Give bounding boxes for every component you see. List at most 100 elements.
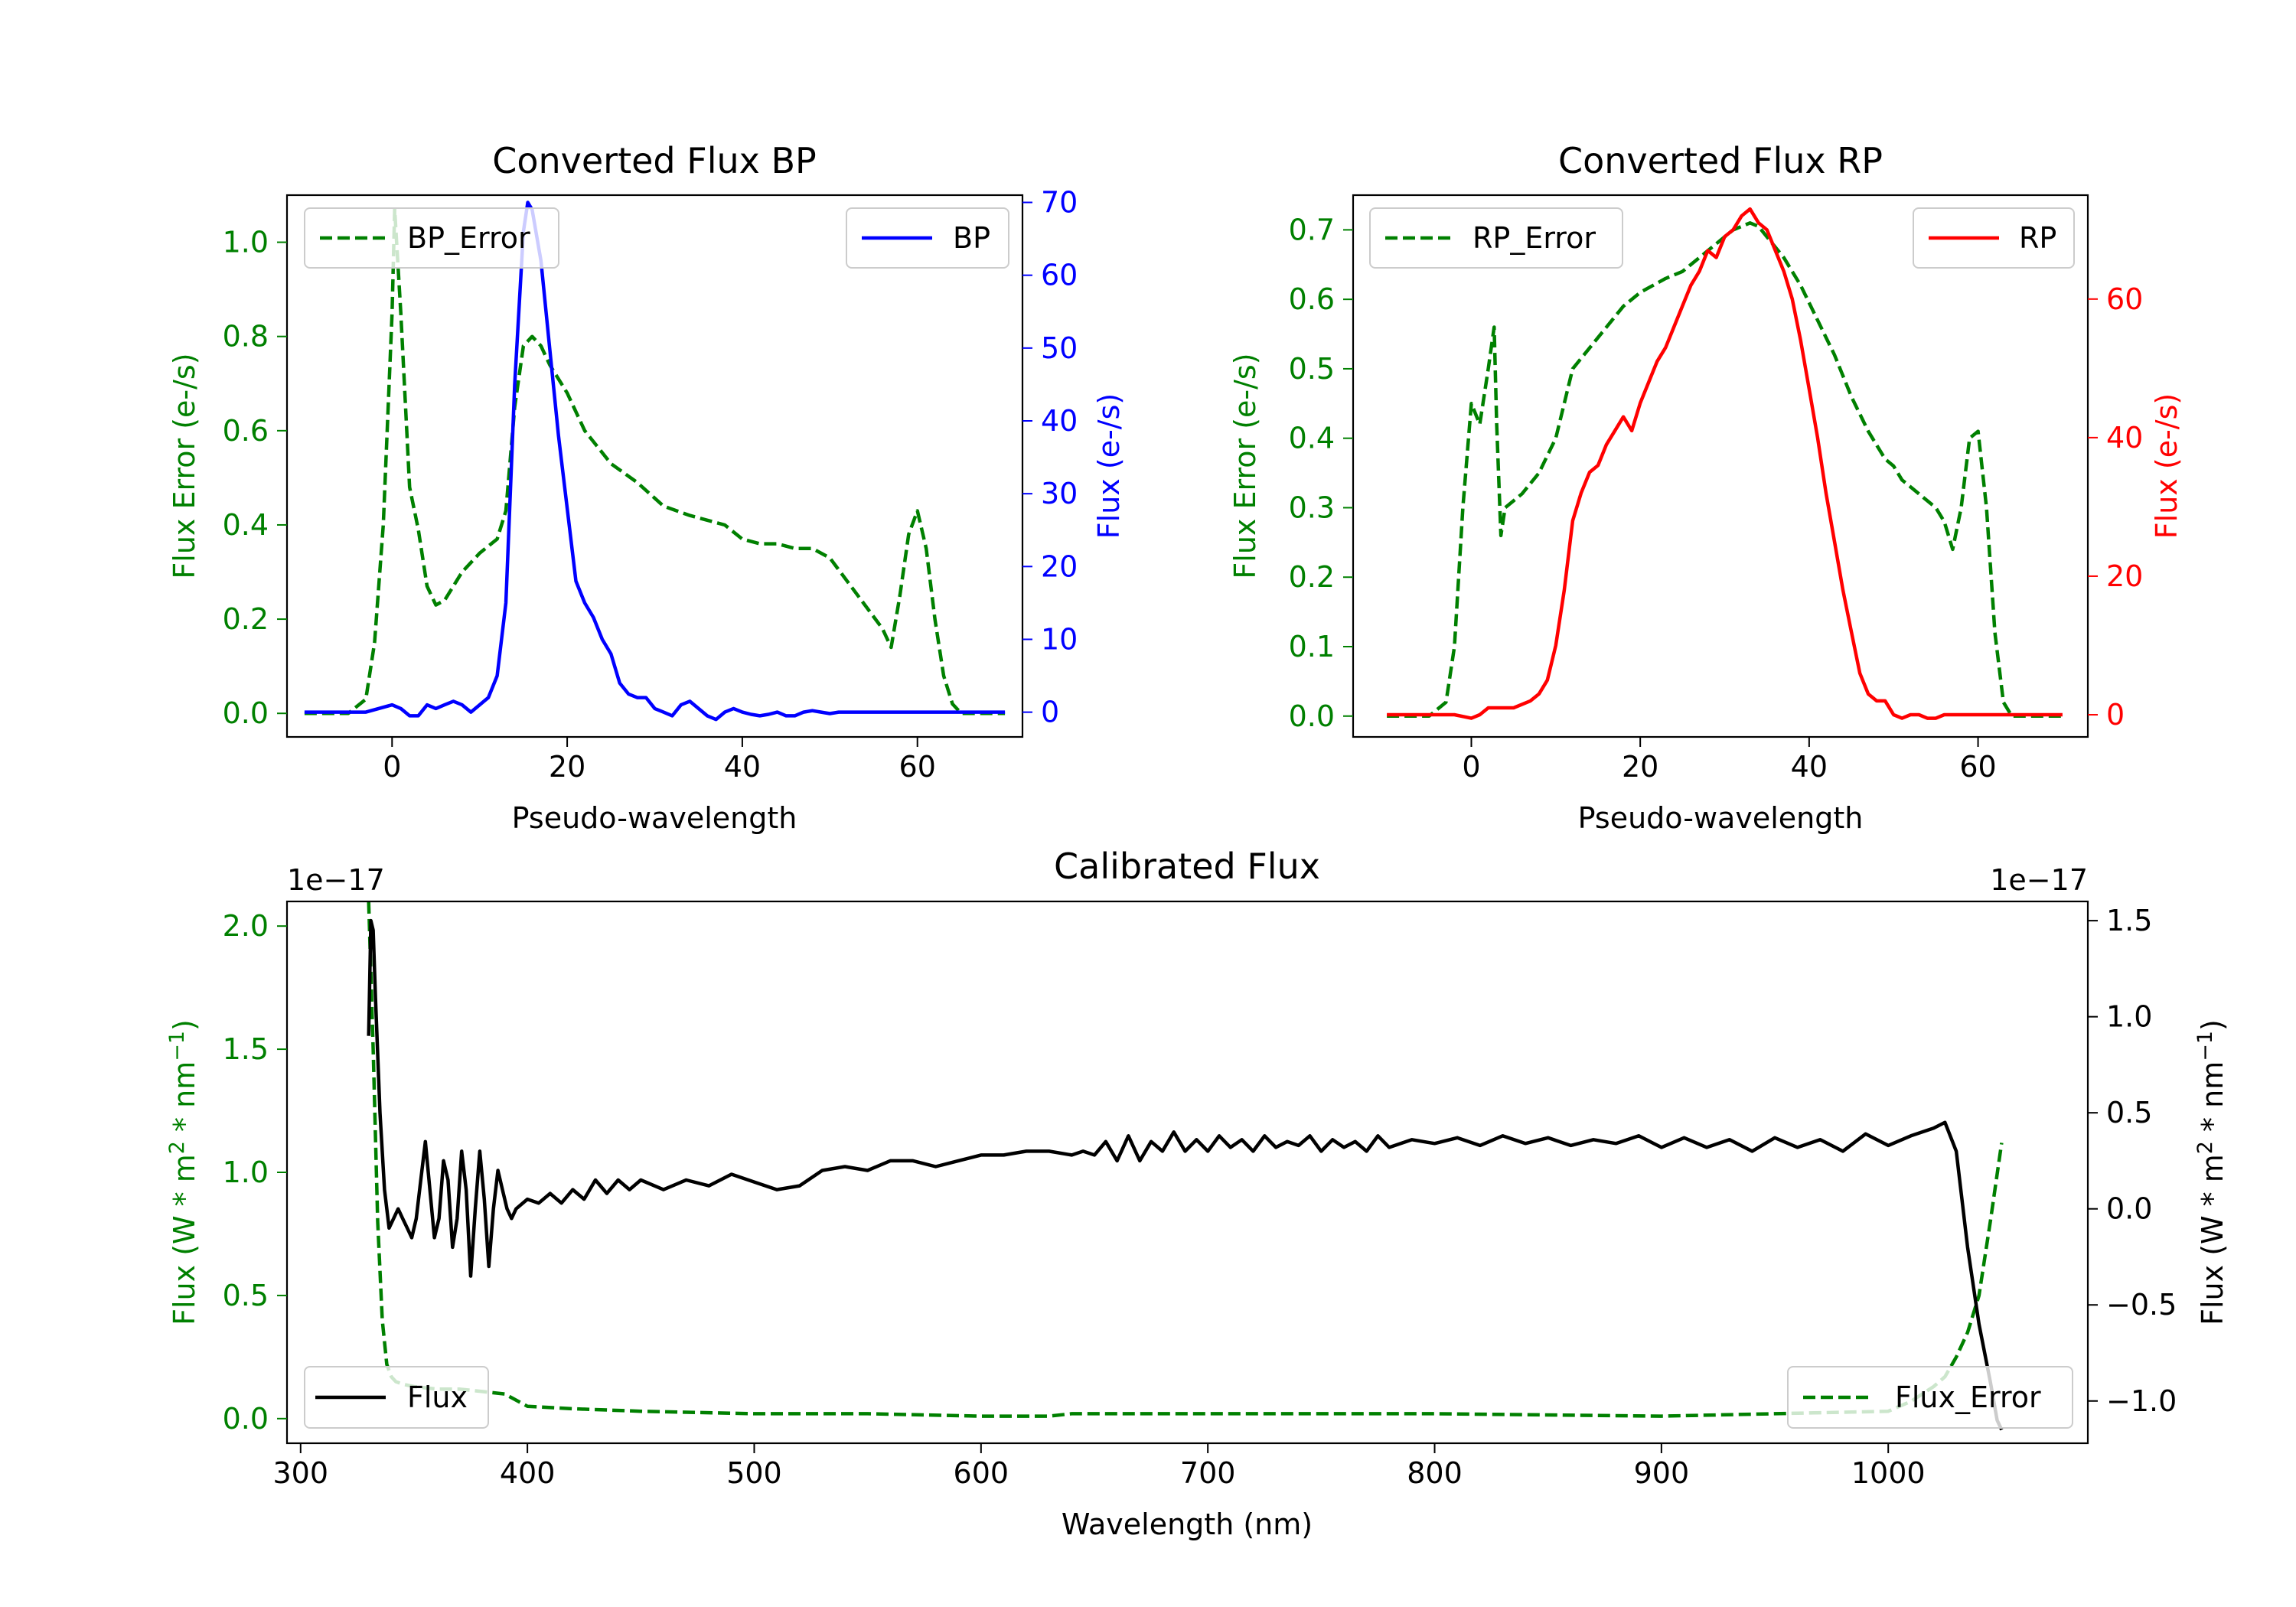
rp-y-left-tick-label: 0.5 [1289, 352, 1335, 386]
rp-legend-left-box [1369, 207, 1623, 269]
rp-rp-line [1387, 207, 2063, 720]
bp-y-right-tick-label: 50 [1041, 331, 1078, 365]
bp-y-left-tick-label: 0.8 [223, 320, 269, 354]
rp-flux-series [1387, 207, 2063, 720]
bp-x-tick-label: 40 [724, 750, 761, 784]
cal-y-right-tick-label: −1.0 [2106, 1384, 2177, 1418]
bp-y-right-tick-label: 0 [1041, 696, 1059, 729]
bp-legend-error-label: BP_Error [407, 221, 530, 255]
cal-x-tick-label: 1000 [1851, 1456, 1926, 1490]
label-part: * nm [2196, 1061, 2229, 1141]
cal-y-left-tick-label: 0.5 [223, 1279, 269, 1312]
rp-legend-error-label: RP_Error [1473, 221, 1596, 255]
cal-flux-line [367, 918, 2004, 1431]
bp-y-left-tick-label: 1.0 [223, 226, 269, 259]
rp-y-left-tick-label: 0.7 [1289, 213, 1335, 246]
bp-axes-frame [285, 194, 1024, 738]
bp-y-right-tick-label: 10 [1041, 622, 1078, 656]
bp-x-tick-label: 60 [899, 750, 936, 784]
panel-rp: 0 20 40 60 0.0 0.1 0.2 0.3 0.4 0.5 0.6 0.7 0 20 40 60 C… [1228, 140, 2183, 835]
cal-y-right-tick-label: −0.5 [2106, 1288, 2177, 1322]
bp-y-right-tick-label: 70 [1041, 186, 1078, 220]
cal-x-tick-label: 400 [500, 1456, 556, 1490]
bp-error-series [304, 207, 1006, 715]
calibrated-y-label-right: Flux (W * m2 * nm−1) [2193, 1019, 2229, 1325]
rp-y-left-tick-label: 0.6 [1289, 282, 1335, 316]
calibrated-legend-right-box [1787, 1366, 2073, 1429]
panel-calibrated: 300 400 500 600 700 800 900 1000 0.0 0.5 1.0 1.5 2.0… [165, 846, 2229, 1541]
cal-y-left-tick-label: 0.0 [223, 1402, 269, 1436]
calibrated-offset-left: 1e−17 [287, 863, 385, 897]
calibrated-ticks: 300 400 500 600 700 800 900 1000 0.0 0.5 1.0 1.5 2.0… [223, 904, 2177, 1490]
bp-bp-error-line [304, 207, 1006, 715]
rp-y-right-tick-label: 60 [2106, 282, 2143, 316]
cal-x-tick-label: 700 [1180, 1456, 1236, 1490]
calibrated-legend-flux-label: Flux [407, 1380, 468, 1414]
cal-y-right-tick-label: 0.0 [2106, 1192, 2152, 1226]
rp-ticks: 0 20 40 60 0.0 0.1 0.2 0.3 0.4 0.5 0.6 0.7 0 20 40 60 [1289, 213, 2144, 784]
cal-y-left-tick-label: 1.0 [223, 1156, 269, 1189]
cal-x-tick-label: 600 [954, 1456, 1009, 1490]
label-part: Flux (W * m [2196, 1154, 2229, 1325]
rp-x-tick-label: 60 [1959, 750, 1996, 784]
cal-x-tick-label: 500 [726, 1456, 782, 1490]
cal-y-right-tick-label: 1.0 [2106, 1000, 2152, 1034]
bp-y-left-tick-label: 0.2 [223, 602, 269, 636]
label-part: Flux (W * m [168, 1154, 201, 1325]
rp-y-left-tick-label: 0.2 [1289, 560, 1335, 594]
bp-legend-left-box [304, 207, 559, 269]
cal-y-left-tick-label: 1.5 [223, 1032, 269, 1066]
bp-y-left-tick-label: 0.6 [223, 414, 269, 448]
bp-title: Converted Flux BP [492, 140, 817, 181]
rp-title: Converted Flux RP [1558, 140, 1883, 181]
calibrated-flux-series [367, 918, 2004, 1431]
calibrated-legend-right: Flux_Error [1787, 1366, 2073, 1429]
bp-flux-series [304, 200, 1006, 722]
rp-x-tick-label: 40 [1791, 750, 1828, 784]
bp-y-left-tick-label: 0.0 [223, 696, 269, 730]
rp-y-left-tick-label: 0.3 [1289, 491, 1335, 524]
bp-y-right-tick-label: 60 [1041, 259, 1078, 292]
bp-x-label: Pseudo-wavelength [512, 801, 797, 835]
rp-legend-right: RP [1913, 207, 2075, 269]
rp-axes-frame [1352, 194, 2089, 738]
rp-y-left-tick-label: 0.1 [1289, 630, 1335, 663]
label-part: ) [2196, 1019, 2229, 1031]
cal-x-tick-label: 300 [273, 1456, 329, 1490]
label-part: * nm [168, 1061, 201, 1141]
calibrated-y-label-left: Flux (W * m2 * nm−1) [165, 1019, 201, 1325]
bp-ticks: 0 20 40 60 0.0 0.2 0.4 0.6 0.8 1.0 0 10 20 30 40 50 60 70 [223, 186, 1078, 784]
superscript: −1 [2193, 1031, 2217, 1061]
rp-x-label: Pseudo-wavelength [1578, 801, 1864, 835]
bp-legend-left: BP_Error [304, 207, 559, 269]
bp-y-label-right: Flux (e-/s) [1092, 393, 1126, 539]
rp-x-tick-label: 0 [1462, 750, 1480, 784]
cal-y-left-tick-label: 2.0 [223, 909, 269, 943]
calibrated-x-label: Wavelength (nm) [1062, 1508, 1313, 1541]
calibrated-legend-error-label: Flux_Error [1895, 1380, 2041, 1414]
rp-x-tick-label: 20 [1622, 750, 1658, 784]
calibrated-legend-left: Flux [304, 1366, 489, 1429]
label-part: ) [168, 1019, 201, 1031]
rp-y-left-tick-label: 0.4 [1289, 422, 1335, 455]
rp-y-right-tick-label: 40 [2106, 421, 2143, 455]
bp-bp-line [304, 200, 1006, 722]
panel-bp: 0 20 40 60 0.0 0.2 0.4 0.6 0.8 1.0 0 10 20 30 40 50 60 70… [168, 140, 1126, 835]
bp-x-tick-label: 0 [383, 750, 401, 784]
rp-y-right-tick-label: 20 [2106, 559, 2143, 593]
rp-legend-left: RP_Error [1369, 207, 1623, 269]
cal-x-tick-label: 900 [1634, 1456, 1690, 1490]
superscript: 2 [165, 1141, 189, 1154]
calibrated-legend-left-box [304, 1366, 489, 1429]
bp-y-left-tick-label: 0.4 [223, 508, 269, 542]
cal-x-tick-label: 800 [1407, 1456, 1463, 1490]
rp-y-right-tick-label: 0 [2106, 698, 2125, 732]
rp-y-label-right: Flux (e-/s) [2150, 393, 2183, 539]
cal-y-right-tick-label: 1.5 [2106, 904, 2152, 937]
bp-legend-flux-label: BP [953, 221, 990, 255]
bp-x-tick-label: 20 [549, 750, 585, 784]
rp-y-label-left: Flux Error (e-/s) [1228, 353, 1262, 579]
bp-y-right-tick-label: 20 [1041, 549, 1078, 583]
cal-y-right-tick-label: 0.5 [2106, 1096, 2152, 1129]
